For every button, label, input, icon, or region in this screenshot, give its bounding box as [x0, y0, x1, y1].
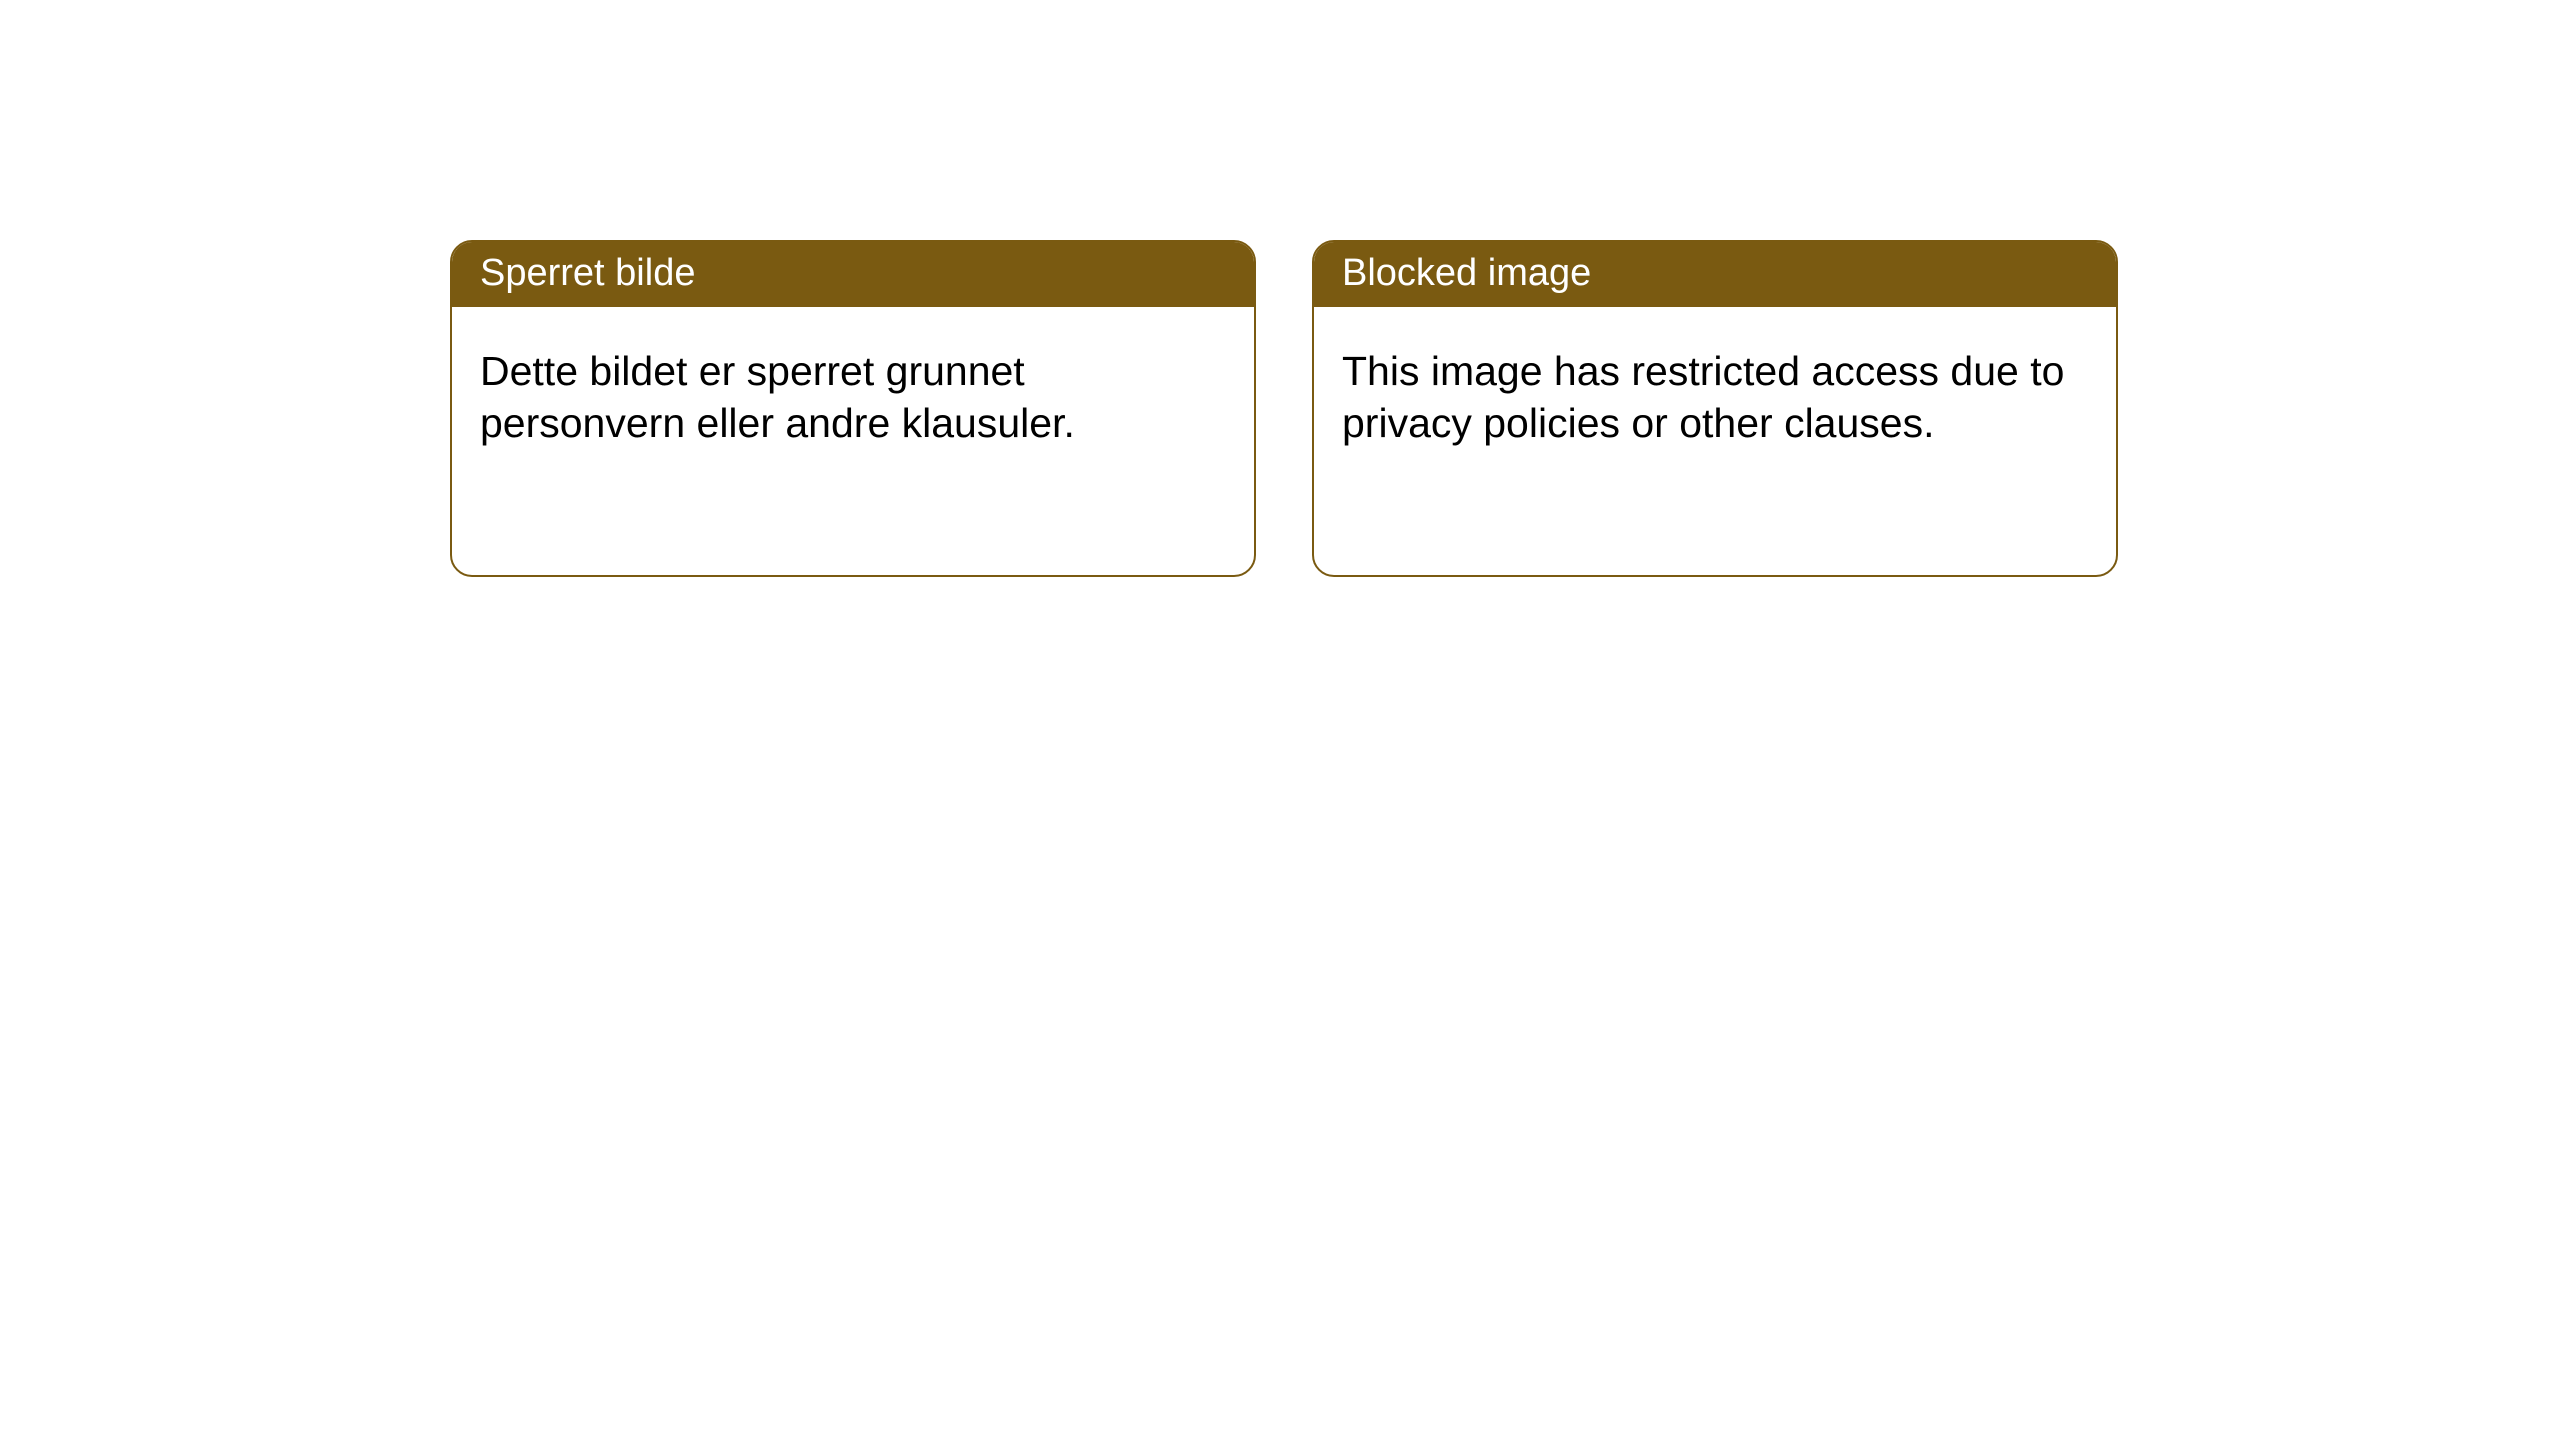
notice-body: Dette bildet er sperret grunnet personve…	[452, 307, 1254, 477]
notice-body-text: Dette bildet er sperret grunnet personve…	[480, 348, 1075, 446]
notice-card-norwegian: Sperret bilde Dette bildet er sperret gr…	[450, 240, 1256, 577]
notice-header: Sperret bilde	[452, 242, 1254, 307]
notice-body-text: This image has restricted access due to …	[1342, 348, 2064, 446]
notice-container: Sperret bilde Dette bildet er sperret gr…	[450, 240, 2118, 577]
notice-body: This image has restricted access due to …	[1314, 307, 2116, 477]
notice-title: Sperret bilde	[480, 252, 695, 294]
notice-card-english: Blocked image This image has restricted …	[1312, 240, 2118, 577]
notice-title: Blocked image	[1342, 252, 1591, 294]
notice-header: Blocked image	[1314, 242, 2116, 307]
